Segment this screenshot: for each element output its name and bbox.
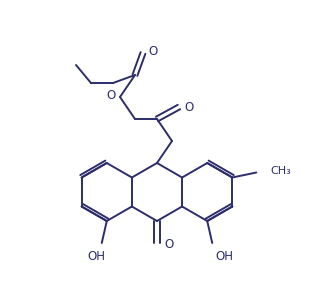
- Text: O: O: [149, 44, 158, 57]
- Text: CH₃: CH₃: [270, 165, 291, 176]
- Text: O: O: [184, 101, 194, 113]
- Text: O: O: [107, 89, 116, 102]
- Text: O: O: [164, 239, 174, 252]
- Text: OH: OH: [215, 250, 233, 263]
- Text: OH: OH: [88, 250, 106, 263]
